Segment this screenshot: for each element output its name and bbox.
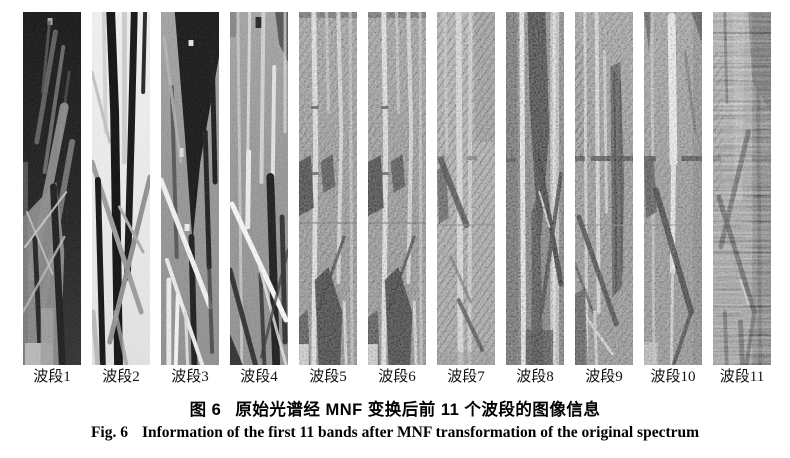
band-strip-5 [299,12,357,365]
band-image-5 [299,12,357,365]
band-label-5: 波段5 [309,369,347,385]
band-label-row: 波段1 波段2 波段3 波段4 波段5 波段6 波段7 波段8 波段9 波段10… [23,367,771,387]
band-strip-11 [713,12,771,365]
band-image-7 [437,12,495,365]
band-strip-1 [23,12,81,365]
band-strip-9 [575,12,633,365]
band-image-9 [575,12,633,365]
band-label-10: 波段10 [650,369,696,385]
band-label-3: 波段3 [171,369,209,385]
band-label-7: 波段7 [447,369,485,385]
band-image-11 [713,12,771,365]
band-strip-6 [368,12,426,365]
band-label-4: 波段4 [240,369,278,385]
band-strip-8 [506,12,564,365]
band-strip-10 [644,12,702,365]
figure-number-en: Fig. 6 [90,424,128,441]
band-image-1 [23,12,81,365]
band-strip-3 [161,12,219,365]
figure-caption-en-text: Information of the first 11 bands after … [141,424,700,441]
band-image-10 [644,12,702,365]
figure-caption-zh-text: 原始光谱经 MNF 变换后前 11 个波段的图像信息 [235,401,601,419]
band-label-2: 波段2 [102,369,140,385]
band-strip-row [23,12,771,365]
band-image-3 [161,12,219,365]
figure-caption-zh: 图 6 原始光谱经 MNF 变换后前 11 个波段的图像信息 [0,396,790,420]
band-label-9: 波段9 [585,369,623,385]
figure-number-zh: 图 6 [189,401,222,419]
band-label-8: 波段8 [516,369,554,385]
band-label-1: 波段1 [33,369,71,385]
band-label-11: 波段11 [719,369,765,385]
band-label-6: 波段6 [378,369,416,385]
band-image-8 [506,12,564,365]
band-strip-7 [437,12,495,365]
figure-caption-en: Fig. 6 Information of the first 11 bands … [0,424,790,442]
band-strip-4 [230,12,288,365]
band-image-4 [230,12,288,365]
band-strip-2 [92,12,150,365]
band-image-2 [92,12,150,365]
band-image-6 [368,12,426,365]
